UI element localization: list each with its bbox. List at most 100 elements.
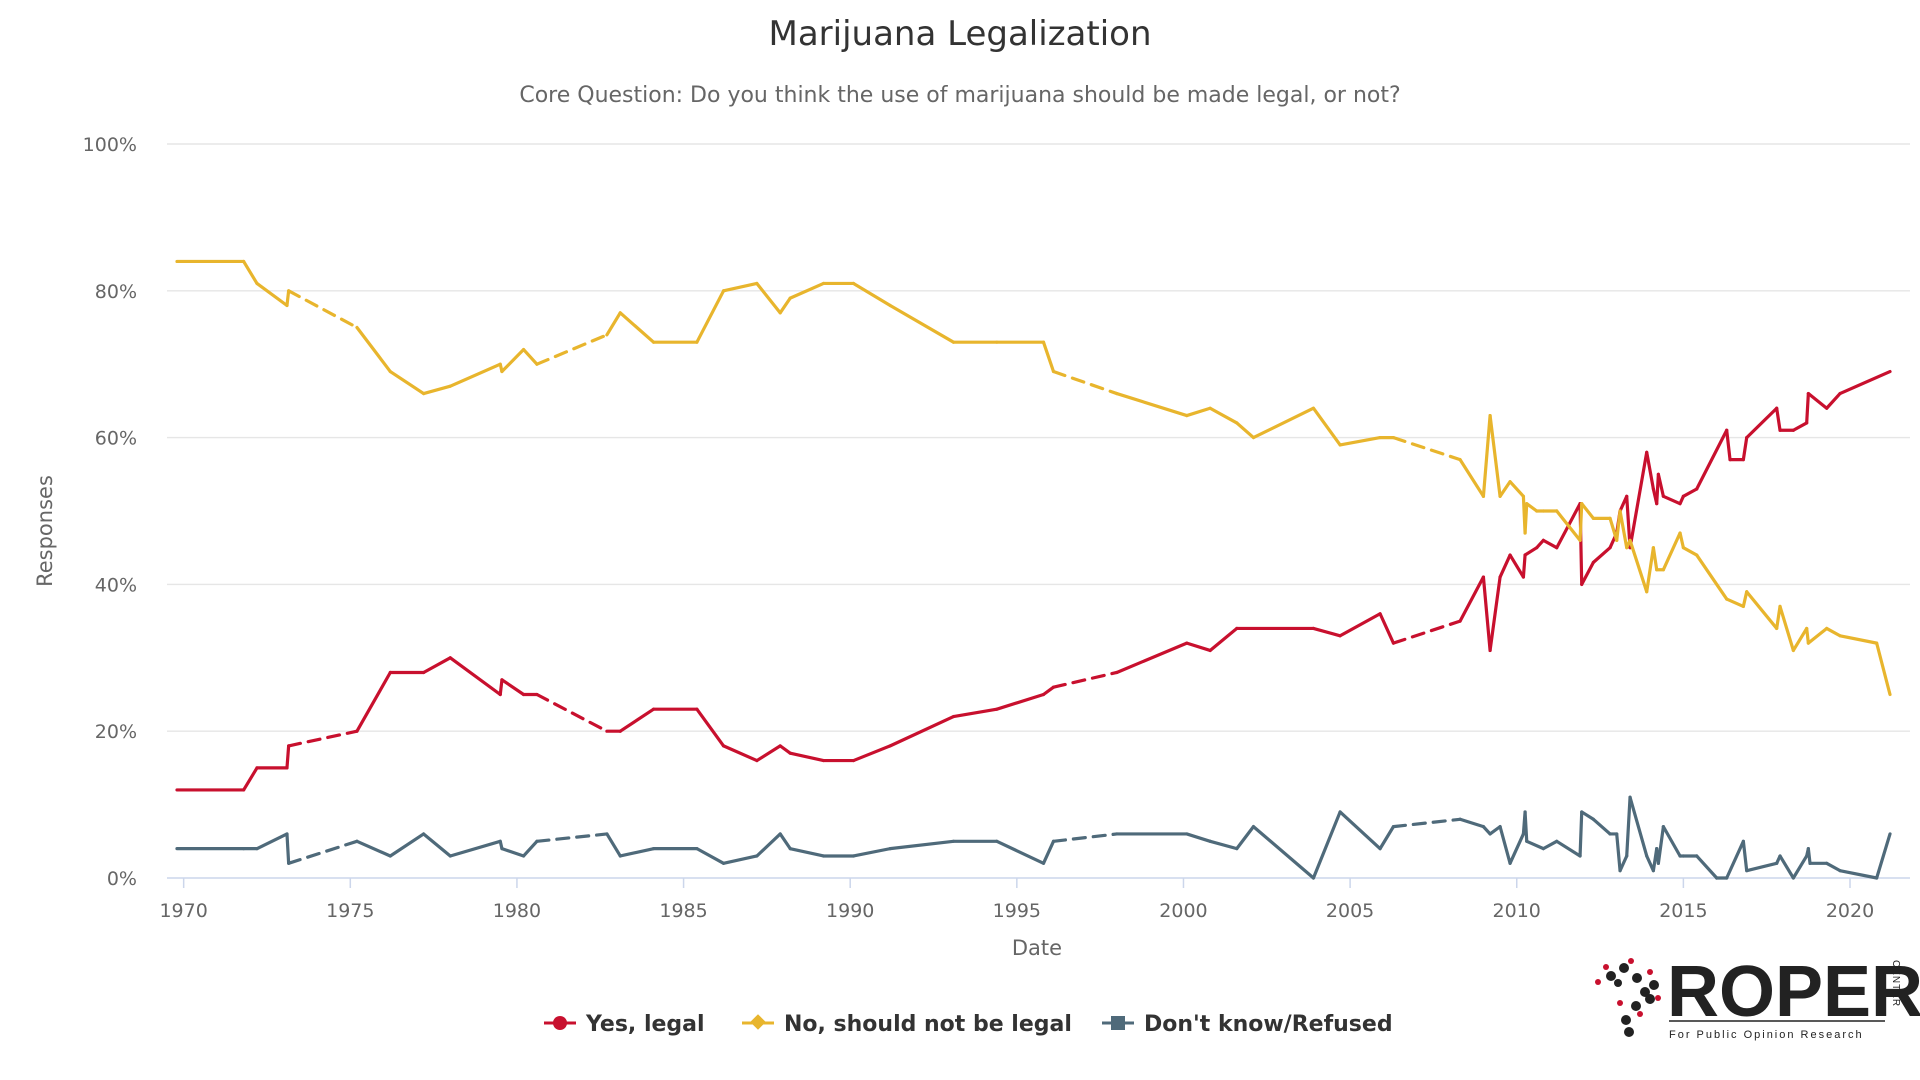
series-segment — [605, 311, 622, 337]
series-segment — [500, 847, 526, 858]
series-segment — [285, 832, 291, 865]
series-segment — [755, 281, 782, 315]
legend-item-yes-legal[interactable]: Yes, legal — [544, 1012, 705, 1037]
series-segment — [242, 259, 259, 286]
gridlines — [167, 143, 1910, 732]
series-segment — [388, 369, 426, 396]
series-segment — [1745, 406, 1779, 440]
series-segment — [1523, 502, 1529, 535]
series-segment — [1580, 560, 1595, 587]
series-segment — [1458, 575, 1486, 623]
logo-dot — [1640, 987, 1650, 997]
series-segment — [1338, 612, 1382, 638]
series-segment — [1838, 369, 1892, 396]
x-tick-label: 2000 — [1159, 900, 1207, 922]
series-segment — [1695, 428, 1729, 491]
series-segment — [1235, 825, 1256, 851]
series-segment — [1525, 839, 1546, 851]
x-tick-label: 2020 — [1826, 900, 1874, 922]
series-segment — [851, 744, 892, 763]
series-segment-dashed — [1051, 369, 1119, 396]
series-segment — [1481, 575, 1492, 653]
series-segment — [888, 839, 956, 851]
x-tick-label: 1975 — [326, 900, 374, 922]
series-segment — [1651, 546, 1659, 572]
x-tick-label: 2015 — [1659, 900, 1707, 922]
series-segment — [721, 744, 759, 763]
logo-dot-accent — [1647, 969, 1653, 975]
series-segment — [1523, 546, 1539, 557]
series-segment — [1251, 406, 1316, 440]
logo-dot — [1645, 994, 1655, 1004]
series-segment — [448, 656, 502, 697]
series-segment — [1805, 391, 1810, 425]
series-segment — [1628, 450, 1649, 550]
series-segment — [1778, 604, 1795, 653]
series-segment — [1525, 502, 1539, 513]
series-dont-know[interactable] — [175, 795, 1892, 880]
series-segment — [285, 289, 291, 308]
series-segment — [1745, 861, 1779, 873]
series-segment — [1875, 832, 1892, 880]
series-segment — [1775, 406, 1782, 432]
series-segment — [1523, 810, 1529, 843]
series-segment — [888, 303, 956, 344]
x-tick-label: 2010 — [1493, 900, 1541, 922]
legend-circle-marker — [553, 1016, 567, 1030]
logo-dot — [1614, 979, 1622, 987]
legend-label-yes: Yes, legal — [585, 1012, 705, 1037]
series-segment — [1041, 839, 1056, 865]
x-tick-label: 1970 — [159, 900, 207, 922]
series-segment — [1681, 546, 1699, 557]
series-segment — [1185, 832, 1212, 843]
series-segment — [1791, 626, 1809, 653]
series-segment — [1488, 575, 1502, 653]
series-segment — [1541, 538, 1559, 550]
series-segment — [521, 839, 539, 858]
series-yes-legal[interactable] — [175, 369, 1892, 792]
series-segment — [521, 347, 539, 366]
series-segment — [1838, 869, 1879, 880]
x-tick-label: 1980 — [493, 900, 541, 922]
logo-dot-mark — [1595, 958, 1661, 1037]
legend-item-not-legal[interactable]: No, should not be legal — [742, 1012, 1072, 1037]
series-segment — [1338, 436, 1382, 447]
logo-dot — [1621, 1015, 1631, 1025]
logo-dot-accent — [1637, 1011, 1643, 1017]
legend-item-dont-know[interactable]: Don't know/Refused — [1102, 1012, 1393, 1037]
series-segment — [1508, 553, 1526, 579]
series-segment — [355, 839, 392, 858]
series-segment — [448, 362, 502, 388]
y-tick-label: 60% — [95, 428, 137, 450]
logo-center-vertical: CENTER — [1890, 960, 1901, 1007]
series-segment — [778, 832, 792, 851]
logo-dot — [1606, 971, 1616, 981]
series-segment — [1661, 825, 1682, 858]
series-segment — [1580, 502, 1595, 520]
series-segment — [755, 744, 782, 763]
series-segment — [1791, 854, 1809, 880]
series-segment — [1378, 825, 1396, 851]
series-segment — [605, 832, 622, 858]
series-segment — [1235, 421, 1256, 440]
series-segment — [618, 311, 656, 344]
series-segment — [1208, 406, 1239, 425]
series-segment — [1656, 825, 1665, 865]
series-segment — [788, 847, 826, 858]
series-segment — [1695, 553, 1729, 601]
series-segment — [1725, 839, 1745, 880]
logo-dot-accent — [1617, 1000, 1623, 1006]
series-segment — [498, 678, 504, 697]
series-segment — [285, 744, 291, 770]
series-segment — [1625, 795, 1632, 858]
series-not-legal[interactable] — [175, 259, 1892, 697]
logo-dot — [1631, 1001, 1641, 1011]
series-segment — [1695, 854, 1719, 880]
legend-diamond-marker — [750, 1014, 766, 1030]
series-segment — [1458, 458, 1486, 498]
series-segment — [1745, 590, 1779, 631]
series-segment — [388, 832, 426, 858]
logo-dot — [1649, 980, 1659, 990]
logo-dot-accent — [1655, 995, 1661, 1001]
